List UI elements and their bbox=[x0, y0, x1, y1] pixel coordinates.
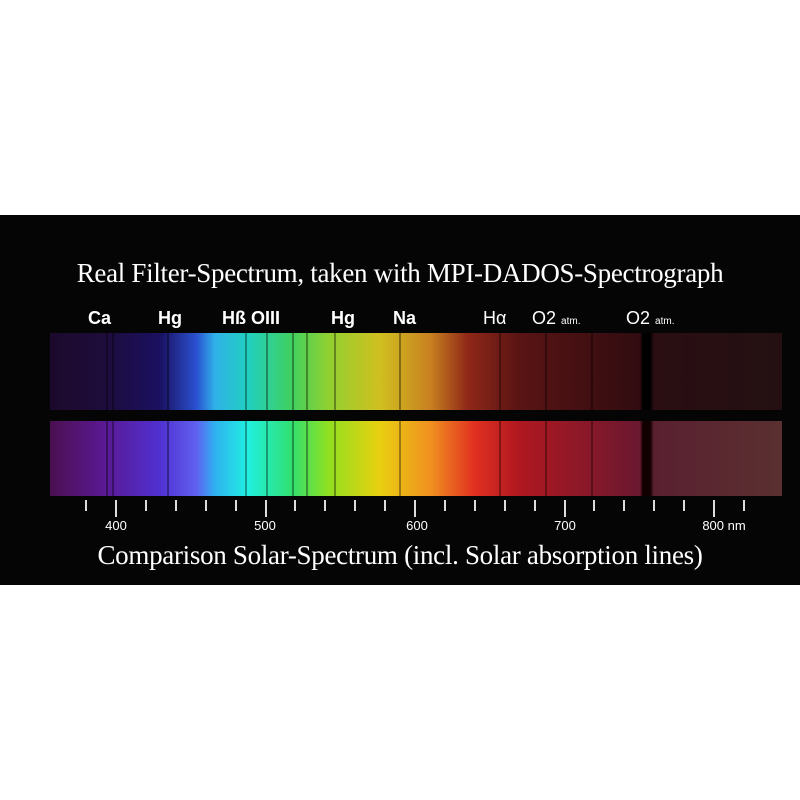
label-halpha: Hα bbox=[483, 308, 507, 328]
absorption-line bbox=[398, 421, 401, 496]
solar-spectrum bbox=[50, 421, 782, 496]
absorption-line bbox=[265, 421, 268, 496]
absorption-line bbox=[105, 333, 108, 410]
tick-600 bbox=[414, 500, 416, 517]
tick-780 bbox=[683, 500, 686, 511]
tick-640 bbox=[473, 500, 476, 511]
absorption-line bbox=[545, 333, 548, 410]
tick-460 bbox=[204, 500, 207, 511]
tick-label-500: 500 bbox=[254, 518, 276, 533]
tick-680 bbox=[533, 500, 536, 511]
tick-720 bbox=[593, 500, 596, 511]
tick-520 bbox=[294, 500, 297, 511]
tick-800 bbox=[713, 500, 715, 517]
absorption-line bbox=[498, 421, 501, 496]
label-hb-oiii: Hß OIII bbox=[222, 308, 280, 328]
label-hg-2: Hg bbox=[331, 308, 355, 328]
tick-540 bbox=[324, 500, 327, 511]
tick-label-400: 400 bbox=[105, 518, 127, 533]
tick-700 bbox=[563, 500, 566, 517]
tick-480 bbox=[234, 500, 237, 511]
absorption-line bbox=[334, 421, 337, 496]
label-o2-2-name: O2 bbox=[626, 308, 651, 328]
tick-580 bbox=[384, 500, 387, 511]
tick-500 bbox=[264, 500, 267, 517]
label-o2-2: O2 atm. bbox=[626, 308, 674, 329]
absorption-line bbox=[265, 333, 268, 410]
absorption-line bbox=[591, 421, 594, 496]
tick-380 bbox=[85, 500, 88, 511]
label-o2-1-name: O2 bbox=[532, 308, 557, 328]
absorption-line bbox=[334, 333, 337, 410]
label-o2-1: O2 atm. bbox=[532, 308, 580, 329]
tick-760 bbox=[653, 500, 656, 511]
absorption-line bbox=[292, 421, 295, 496]
tick-440 bbox=[174, 500, 177, 511]
label-o2-1-sub: atm. bbox=[561, 316, 581, 327]
label-na: Na bbox=[393, 308, 417, 328]
absorption-line bbox=[545, 421, 548, 496]
absorption-line bbox=[111, 421, 114, 496]
absorption-line bbox=[591, 333, 594, 410]
tick-820 bbox=[742, 500, 745, 511]
absorption-line bbox=[292, 333, 295, 410]
title: Real Filter-Spectrum, taken with MPI-DAD… bbox=[76, 258, 724, 288]
absorption-line bbox=[244, 333, 247, 410]
absorption-line bbox=[398, 333, 401, 410]
absorption-line bbox=[166, 421, 169, 496]
tick-label-800: 800 nm bbox=[702, 518, 746, 533]
tick-label-700: 700 bbox=[554, 518, 576, 533]
absorption-line bbox=[166, 333, 169, 410]
caption: Comparison Solar-Spectrum (incl. Solar a… bbox=[97, 540, 703, 570]
absorption-line bbox=[244, 421, 247, 496]
absorption-line bbox=[105, 421, 108, 496]
tick-400 bbox=[115, 500, 117, 517]
tick-740 bbox=[623, 500, 626, 511]
absorption-line bbox=[305, 333, 308, 410]
absorption-line bbox=[498, 333, 501, 410]
label-hg-1: Hg bbox=[158, 308, 182, 328]
tick-660 bbox=[503, 500, 506, 511]
filter-spectrum bbox=[50, 333, 782, 410]
absorption-line bbox=[111, 333, 114, 410]
tick-560 bbox=[354, 500, 357, 511]
label-o2-2-sub: atm. bbox=[655, 316, 675, 327]
absorption-line bbox=[305, 421, 308, 496]
tick-620 bbox=[443, 500, 446, 511]
tick-label-600: 600 bbox=[406, 518, 428, 533]
tick-420 bbox=[144, 500, 147, 511]
label-ca: Ca bbox=[88, 308, 112, 328]
